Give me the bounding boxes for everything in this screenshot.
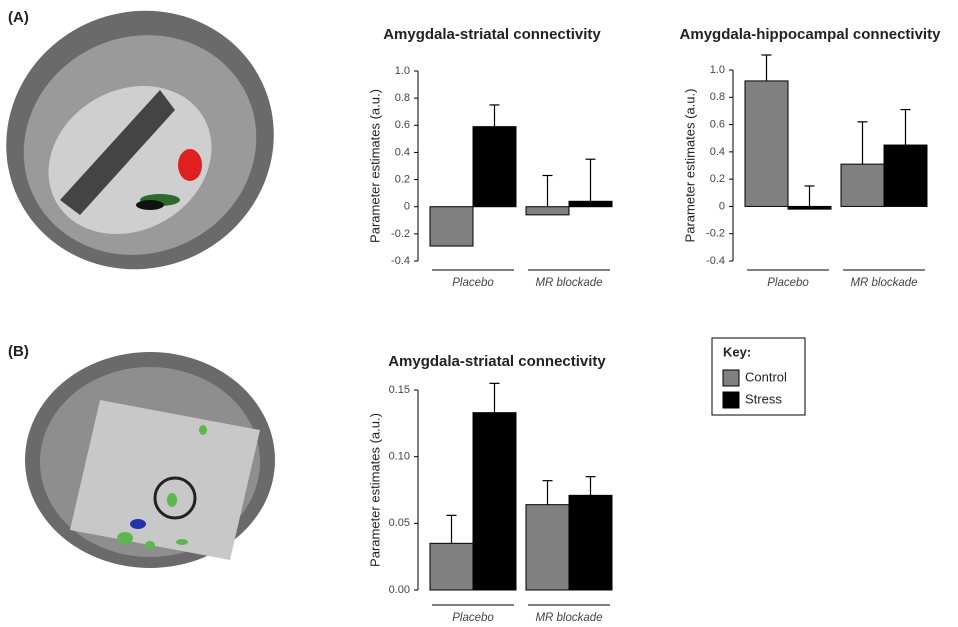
y-tick-label: 1.0: [710, 64, 725, 76]
y-tick-label: 0.05: [389, 517, 410, 529]
panel-label: (B): [8, 343, 29, 360]
y-tick-label: -0.4: [391, 255, 410, 267]
y-tick-label: 0.2: [395, 173, 410, 185]
bar: [569, 201, 612, 206]
chart-title: Amygdala-hippocampal connectivity: [680, 26, 942, 43]
y-tick-label: 0.00: [389, 584, 410, 596]
brain-image-b: [25, 352, 275, 568]
legend-swatch: [723, 392, 739, 408]
y-tick-label: 0.15: [389, 384, 410, 396]
y-tick-label: 0.6: [710, 118, 725, 130]
x-tick-label: Placebo: [767, 277, 809, 289]
y-tick-label: 0.8: [710, 91, 725, 103]
y-tick-label: -0.2: [391, 228, 410, 240]
bar: [430, 543, 473, 590]
y-tick-label: 0.6: [395, 119, 410, 131]
y-axis-label: Parameter estimates (a.u.): [367, 413, 382, 567]
bar: [884, 145, 927, 206]
bar: [473, 413, 516, 590]
chart-title: Amygdala-striatal connectivity: [388, 353, 606, 370]
bar: [430, 207, 473, 246]
x-tick-label: MR blockade: [850, 277, 917, 289]
x-tick-label: Placebo: [452, 612, 494, 624]
bar: [841, 164, 884, 206]
bar: [745, 81, 788, 207]
figure: (A) (B) Amygdala-striatal connectivity Pa…: [0, 0, 958, 627]
y-tick-label: 0.8: [395, 92, 410, 104]
legend-title: Key:: [723, 344, 751, 359]
y-tick-label: 0.10: [389, 451, 410, 463]
y-tick-label: 0: [404, 201, 410, 213]
y-tick-label: 0.2: [710, 173, 725, 185]
legend-swatch: [723, 370, 739, 386]
y-tick-label: -0.4: [706, 255, 725, 267]
bar: [569, 495, 612, 590]
bar: [473, 127, 516, 207]
bar: [788, 206, 831, 209]
x-tick-label: MR blockade: [535, 277, 602, 289]
panel-label: (A): [8, 9, 29, 26]
x-tick-label: MR blockade: [535, 612, 602, 624]
y-tick-label: 1.0: [395, 65, 410, 77]
y-tick-label: 0.4: [710, 146, 725, 158]
brain-image-a: [0, 0, 316, 313]
y-axis-label: Parameter estimates (a.u.): [367, 89, 382, 243]
legend-label: Control: [745, 369, 787, 384]
bar: [526, 505, 569, 590]
y-tick-label: 0.4: [395, 146, 410, 158]
legend-label: Stress: [745, 391, 782, 406]
y-tick-label: 0: [719, 200, 725, 212]
bar: [526, 207, 569, 215]
x-tick-label: Placebo: [452, 277, 494, 289]
chart-title: Amygdala-striatal connectivity: [383, 26, 601, 43]
y-tick-label: -0.2: [706, 228, 725, 240]
y-axis-label: Parameter estimates (a.u.): [682, 89, 697, 243]
